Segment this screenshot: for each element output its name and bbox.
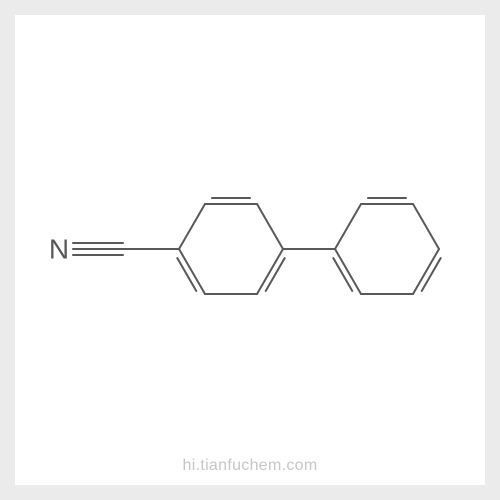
atom-label-N: N: [49, 234, 69, 265]
bonds-layer: [73, 198, 441, 294]
watermark-text: hi.tianfuchem.com: [183, 457, 318, 475]
atoms-layer: N: [49, 234, 69, 265]
structure-card: N hi.tianfuchem.com: [15, 15, 485, 485]
chemical-structure-svg: N: [15, 15, 485, 485]
